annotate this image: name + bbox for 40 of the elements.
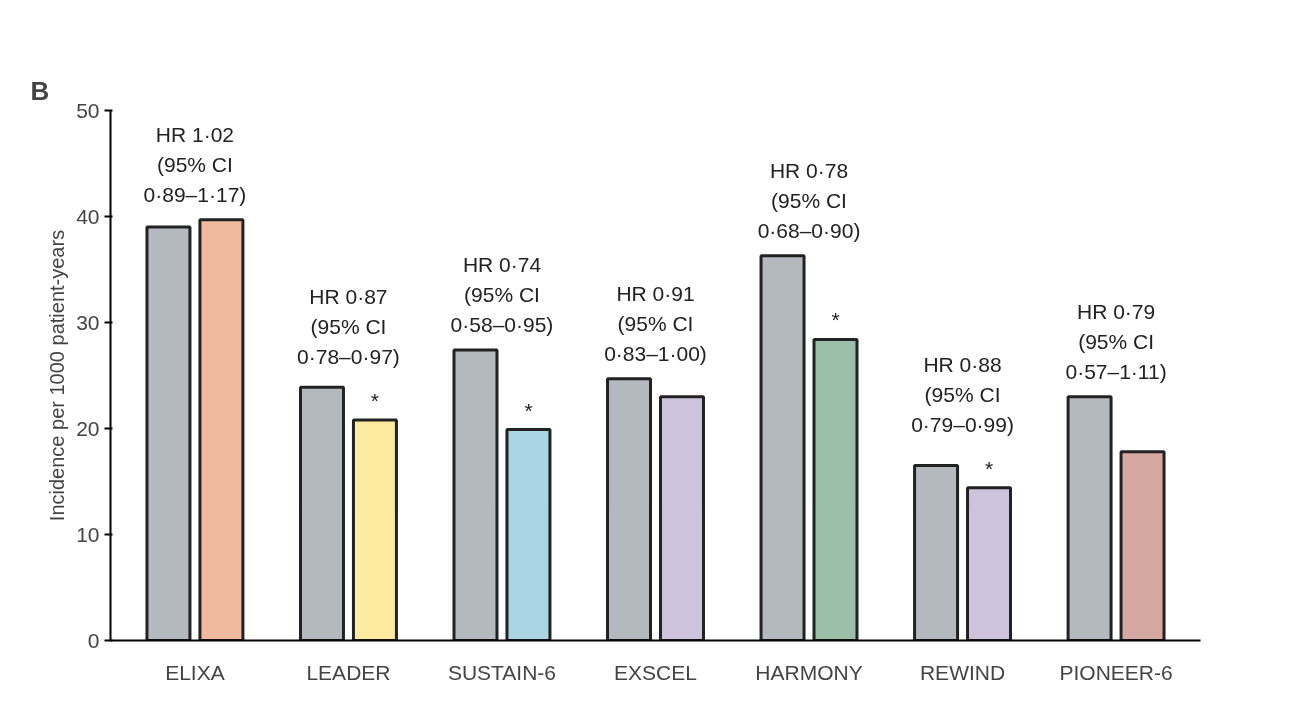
annotation: HR 0·79 (95% CI 0·57–1·11) [1065,299,1167,383]
bar [1066,395,1113,641]
annotation: * [524,398,533,422]
bar [658,395,705,641]
x-tick-label: LEADER [306,660,391,684]
annotation: HR 0·91 (95% CI 0·83–1·00) [604,281,707,365]
bar [198,218,245,641]
bar [759,254,806,641]
annotation: HR 0·88 (95% CI 0·79–0·99) [911,352,1014,436]
x-tick-label: PIONEER-6 [1059,660,1173,684]
x-tick-label: HARMONY [755,660,863,684]
annotation: HR 1·02 (95% CI 0·89–1·17) [143,122,247,206]
annotation: * [984,456,994,480]
y-tick-label: 50 [76,98,100,122]
annotation: HR 0·87 (95% CI 0·78–0·97) [297,285,400,368]
annotation: HR 0·78 (95% CI 0·68–0·90) [757,158,861,242]
chart-title: B [30,75,50,106]
bar [351,418,398,641]
y-axis-title: Incidence per 1000 patient-years [46,229,69,522]
bar [145,225,192,641]
bar [298,385,345,641]
annotation: * [370,389,380,413]
bar [812,337,859,641]
y-tick-label: 30 [76,310,100,334]
bar [606,377,653,641]
y-tick-label: 0 [87,628,100,652]
y-tick-label: 40 [76,204,100,228]
bar [452,348,499,641]
bar [505,428,552,641]
annotation: * [831,308,840,332]
x-tick-label: EXSCEL [614,660,697,684]
bar [1119,450,1166,641]
y-tick-label: 20 [76,416,100,440]
x-tick-label: REWIND [919,660,1006,684]
annotation: HR 0·74 (95% CI 0·58–0·95) [450,253,554,337]
bar [913,464,960,641]
x-tick-label: ELIXA [165,660,225,684]
x-tick-label: SUSTAIN-6 [447,660,557,684]
bar [966,486,1013,641]
y-tick-label: 10 [76,522,100,546]
